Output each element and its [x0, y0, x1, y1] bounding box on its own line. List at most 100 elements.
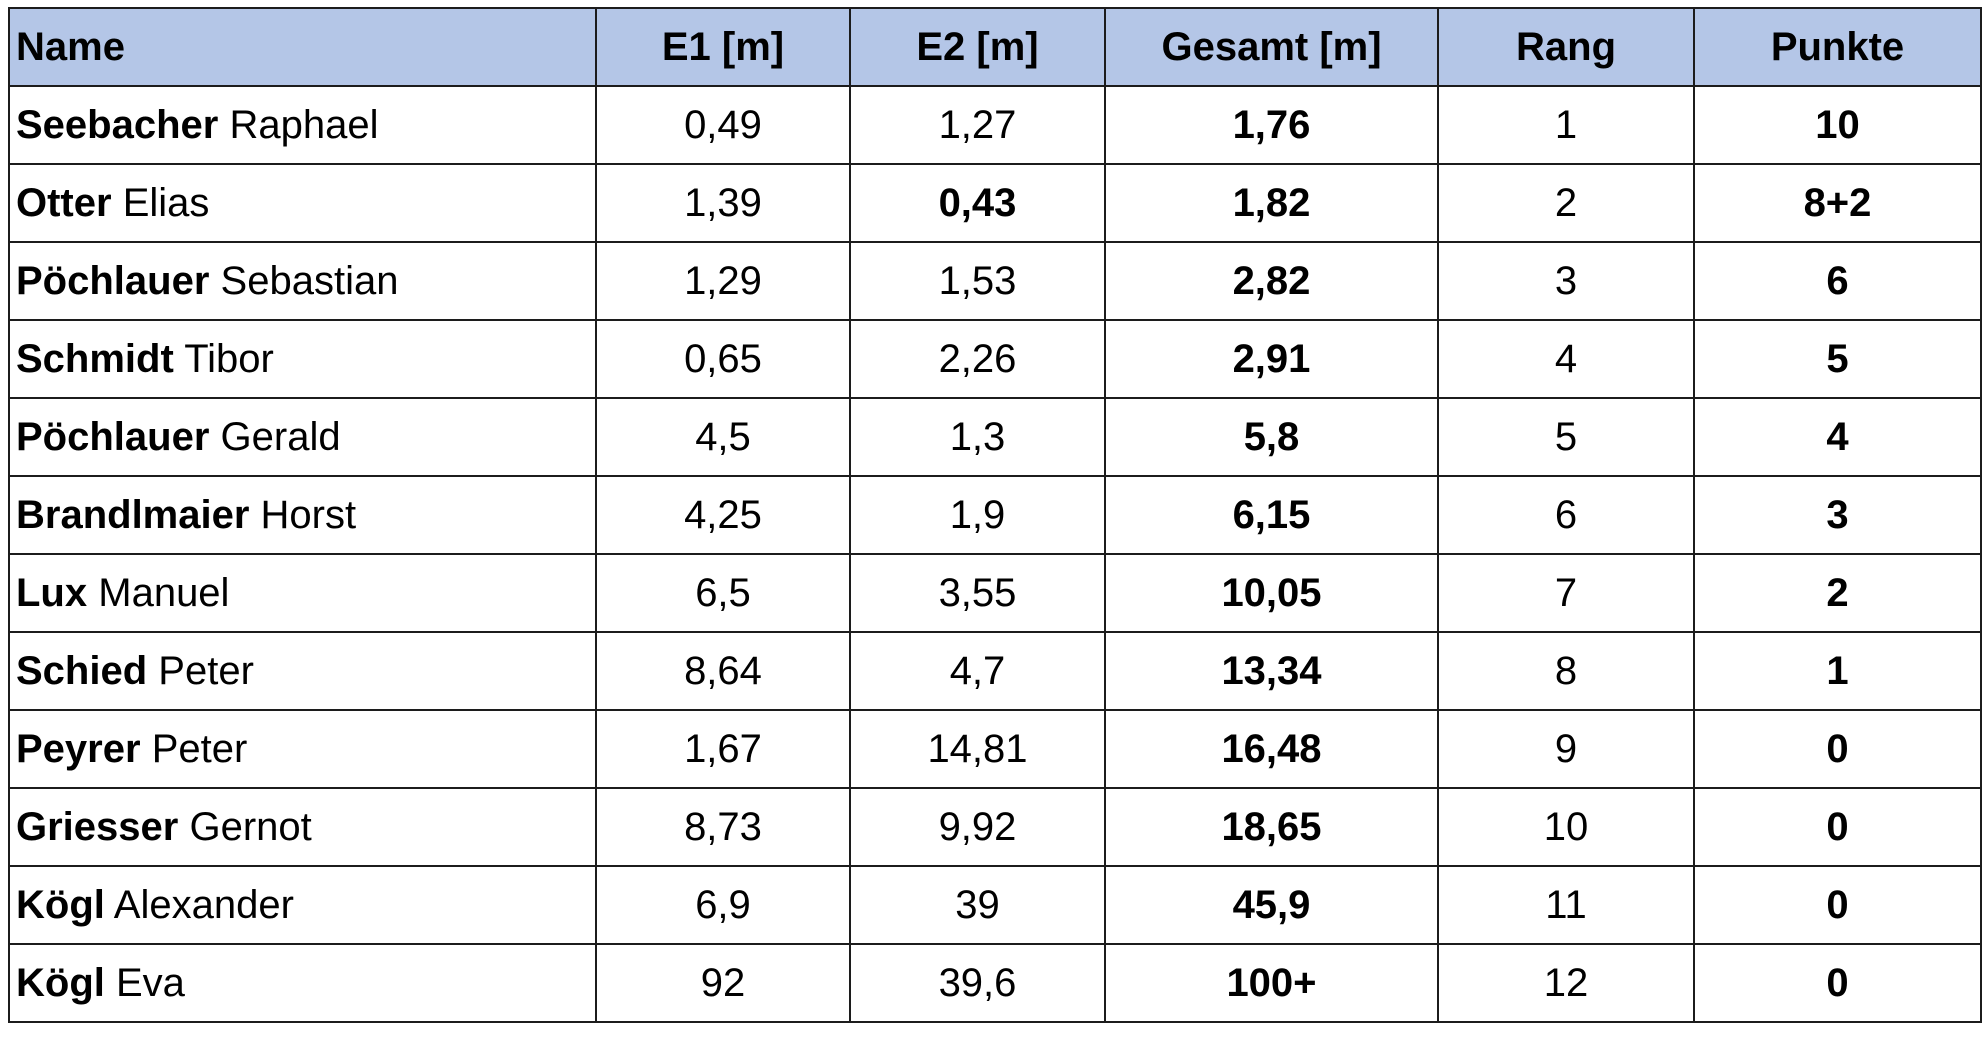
cell-e1: 1,29	[595, 241, 851, 321]
table-row: Schied Peter 8,64 4,7 13,34 8 1	[8, 631, 1982, 711]
cell-punkte: 0	[1693, 709, 1982, 789]
header-punkte: Punkte	[1693, 7, 1982, 87]
table-row: Otter Elias 1,39 0,43 1,82 2 8+2	[8, 163, 1982, 243]
cell-rang: 8	[1437, 631, 1695, 711]
table-row: Peyrer Peter 1,67 14,81 16,48 9 0	[8, 709, 1982, 789]
table-row: Seebacher Raphael 0,49 1,27 1,76 1 10	[8, 85, 1982, 165]
cell-e2: 39,6	[849, 943, 1106, 1023]
cell-gesamt: 2,82	[1104, 241, 1439, 321]
cell-rang: 5	[1437, 397, 1695, 477]
cell-gesamt: 2,91	[1104, 319, 1439, 399]
firstname: Tibor	[184, 336, 274, 381]
surname: Lux	[16, 570, 88, 615]
header-e1: E1 [m]	[595, 7, 851, 87]
cell-name: Pöchlauer Gerald	[8, 397, 597, 477]
surname: Pöchlauer	[16, 258, 210, 303]
table-row: Pöchlauer Sebastian 1,29 1,53 2,82 3 6	[8, 241, 1982, 321]
cell-e1: 0,65	[595, 319, 851, 399]
cell-e2: 39	[849, 865, 1106, 945]
surname: Schmidt	[16, 336, 174, 381]
surname: Griesser	[16, 804, 179, 849]
cell-e1: 1,67	[595, 709, 851, 789]
surname: Peyrer	[16, 726, 141, 771]
firstname: Peter	[151, 726, 248, 771]
cell-e2: 9,92	[849, 787, 1106, 867]
firstname: Eva	[116, 960, 185, 1005]
cell-rang: 1	[1437, 85, 1695, 165]
firstname: Raphael	[229, 102, 379, 147]
cell-rang: 12	[1437, 943, 1695, 1023]
cell-name: Brandlmaier Horst	[8, 475, 597, 555]
cell-rang: 4	[1437, 319, 1695, 399]
firstname: Peter	[158, 648, 254, 693]
cell-rang: 10	[1437, 787, 1695, 867]
surname: Brandlmaier	[16, 492, 250, 537]
cell-name: Seebacher Raphael	[8, 85, 597, 165]
header-rang: Rang	[1437, 7, 1695, 87]
cell-gesamt: 45,9	[1104, 865, 1439, 945]
cell-rang: 9	[1437, 709, 1695, 789]
table-row: Lux Manuel 6,5 3,55 10,05 7 2	[8, 553, 1982, 633]
cell-e2: 1,3	[849, 397, 1106, 477]
firstname: Sebastian	[220, 258, 399, 303]
cell-e1: 1,39	[595, 163, 851, 243]
cell-gesamt: 5,8	[1104, 397, 1439, 477]
cell-e2: 1,53	[849, 241, 1106, 321]
cell-rang: 3	[1437, 241, 1695, 321]
surname: Seebacher	[16, 102, 219, 147]
cell-e1: 4,25	[595, 475, 851, 555]
table-row: Brandlmaier Horst 4,25 1,9 6,15 6 3	[8, 475, 1982, 555]
surname: Schied	[16, 648, 148, 693]
header-gesamt: Gesamt [m]	[1104, 7, 1439, 87]
cell-e1: 0,49	[595, 85, 851, 165]
cell-gesamt: 10,05	[1104, 553, 1439, 633]
header-row: Name E1 [m] E2 [m] Gesamt [m] Rang Punkt…	[8, 7, 1982, 87]
firstname: Gerald	[220, 414, 341, 459]
table-row: Griesser Gernot 8,73 9,92 18,65 10 0	[8, 787, 1982, 867]
cell-rang: 2	[1437, 163, 1695, 243]
cell-e2: 4,7	[849, 631, 1106, 711]
cell-punkte: 3	[1693, 475, 1982, 555]
cell-name: Schmidt Tibor	[8, 319, 597, 399]
cell-gesamt: 13,34	[1104, 631, 1439, 711]
cell-name: Otter Elias	[8, 163, 597, 243]
results-table: Name E1 [m] E2 [m] Gesamt [m] Rang Punkt…	[8, 7, 1982, 1023]
header-e2: E2 [m]	[849, 7, 1106, 87]
results-body: Seebacher Raphael 0,49 1,27 1,76 1 10 Otter El…	[8, 85, 1982, 1023]
firstname: Elias	[122, 180, 210, 225]
cell-gesamt: 16,48	[1104, 709, 1439, 789]
cell-punkte: 5	[1693, 319, 1982, 399]
cell-gesamt: 1,76	[1104, 85, 1439, 165]
cell-punkte: 0	[1693, 865, 1982, 945]
cell-e1: 8,64	[595, 631, 851, 711]
cell-name: Kögl Eva	[8, 943, 597, 1023]
cell-punkte: 4	[1693, 397, 1982, 477]
cell-e2: 1,9	[849, 475, 1106, 555]
cell-gesamt: 1,82	[1104, 163, 1439, 243]
cell-punkte: 1	[1693, 631, 1982, 711]
cell-gesamt: 6,15	[1104, 475, 1439, 555]
cell-name: Pöchlauer Sebastian	[8, 241, 597, 321]
cell-e1: 6,5	[595, 553, 851, 633]
cell-e2: 1,27	[849, 85, 1106, 165]
surname: Kögl	[16, 960, 105, 1005]
cell-e1: 92	[595, 943, 851, 1023]
surname: Kögl	[16, 882, 105, 927]
cell-punkte: 0	[1693, 943, 1982, 1023]
cell-name: Schied Peter	[8, 631, 597, 711]
cell-punkte: 8+2	[1693, 163, 1982, 243]
cell-e2: 0,43	[849, 163, 1106, 243]
cell-punkte: 6	[1693, 241, 1982, 321]
table-row: Schmidt Tibor 0,65 2,26 2,91 4 5	[8, 319, 1982, 399]
cell-e1: 8,73	[595, 787, 851, 867]
cell-gesamt: 100+	[1104, 943, 1439, 1023]
cell-name: Griesser Gernot	[8, 787, 597, 867]
cell-name: Kögl Alexander	[8, 865, 597, 945]
cell-punkte: 10	[1693, 85, 1982, 165]
cell-e1: 4,5	[595, 397, 851, 477]
surname: Pöchlauer	[16, 414, 210, 459]
cell-punkte: 0	[1693, 787, 1982, 867]
cell-gesamt: 18,65	[1104, 787, 1439, 867]
cell-e2: 14,81	[849, 709, 1106, 789]
cell-e1: 6,9	[595, 865, 851, 945]
